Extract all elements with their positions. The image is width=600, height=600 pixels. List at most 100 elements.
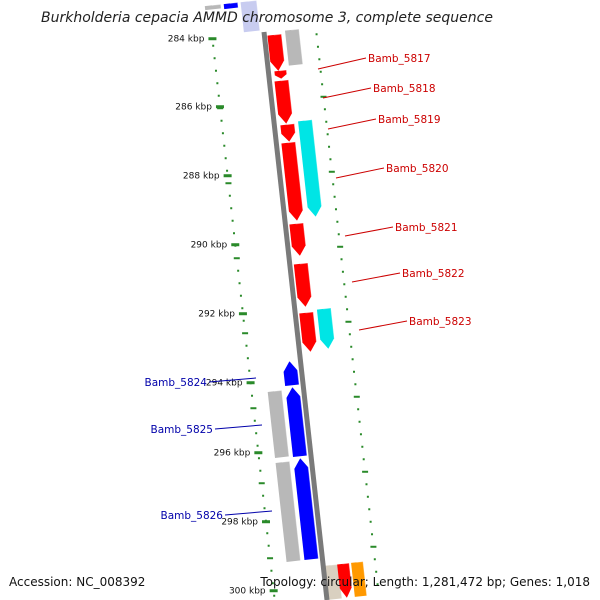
tick-mark bbox=[246, 381, 255, 385]
feature-top-lightblue-shade bbox=[247, 0, 261, 31]
gene-label-plus[interactable]: Bamb_5821 bbox=[395, 222, 458, 234]
tick-dot bbox=[373, 558, 376, 561]
tick-dot bbox=[221, 132, 224, 135]
tick-dot bbox=[359, 433, 362, 436]
tick-dot bbox=[316, 45, 319, 48]
feature-bamb5824 bbox=[283, 359, 300, 386]
feature-bamb5822 bbox=[293, 262, 312, 307]
tick-dot bbox=[271, 582, 274, 585]
tick-dot bbox=[376, 583, 379, 586]
tick-dot bbox=[348, 333, 351, 336]
feature-cyan-upper-shape bbox=[298, 119, 322, 217]
feature-top-blue bbox=[223, 1, 239, 10]
gene-label-plus[interactable]: Bamb_5817 bbox=[368, 53, 431, 65]
tick-dot bbox=[357, 408, 360, 411]
tick-label: 286 kbp bbox=[175, 103, 212, 113]
gene-label-minus[interactable]: Bamb_5825 bbox=[150, 424, 213, 436]
gene-label-leader bbox=[214, 424, 263, 430]
map-title: Burkholderia cepacia AMMD chromosome 3, … bbox=[41, 10, 493, 26]
tick-dot bbox=[341, 270, 344, 273]
tick-dot bbox=[320, 95, 327, 98]
tick-dot bbox=[333, 195, 336, 198]
feature-small-red bbox=[274, 69, 288, 79]
feature-bamb5820-shape bbox=[281, 141, 303, 221]
tick-dot bbox=[343, 283, 346, 286]
tick-dot bbox=[325, 120, 328, 123]
gene-label-leader bbox=[327, 118, 377, 130]
tick-dot bbox=[246, 357, 249, 360]
gene-label-plus[interactable]: Bamb_5820 bbox=[386, 163, 449, 175]
tick-label: 290 kbp bbox=[191, 241, 228, 251]
feature-layer bbox=[204, 0, 368, 600]
tick-mark bbox=[254, 451, 263, 455]
tick-dot bbox=[224, 157, 227, 160]
feature-bamb5820-shade bbox=[287, 141, 304, 211]
backbone-line bbox=[261, 31, 330, 600]
feature-bamb5823 bbox=[299, 311, 317, 352]
tick-dot bbox=[251, 394, 254, 397]
feature-bottom-red-shape bbox=[337, 563, 352, 598]
tick-dot bbox=[228, 194, 231, 197]
tick-label: 298 kbp bbox=[221, 518, 258, 528]
tick-dot bbox=[323, 108, 326, 111]
feature-5825-gray-shade bbox=[273, 389, 290, 457]
feature-bamb5824-shape bbox=[283, 361, 300, 386]
gene-label-plus[interactable]: Bamb_5822 bbox=[402, 268, 465, 280]
gene-label-minus[interactable]: Bamb_5826 bbox=[160, 510, 223, 522]
tick-dot bbox=[337, 233, 340, 236]
tick-dot bbox=[319, 70, 322, 73]
tick-mark bbox=[208, 37, 217, 41]
feature-bottom-red-shade bbox=[342, 562, 353, 588]
feature-bamb5818 bbox=[274, 79, 293, 124]
tick-mark bbox=[231, 243, 240, 247]
tick-dot bbox=[233, 232, 236, 235]
feature-top-gray bbox=[204, 3, 222, 11]
feature-top-blue-shade bbox=[229, 1, 239, 8]
tick-dot bbox=[238, 282, 241, 285]
tick-label: 284 kbp bbox=[168, 35, 205, 45]
backbone-layer bbox=[261, 31, 330, 600]
gene-label-plus[interactable]: Bamb_5823 bbox=[409, 316, 472, 328]
feature-bamb5821 bbox=[289, 222, 307, 256]
tick-dot bbox=[329, 158, 332, 161]
tick-dot bbox=[365, 483, 368, 486]
gene-label-leader bbox=[351, 272, 401, 283]
feature-bamb5825-shape bbox=[286, 387, 307, 457]
tick-dot bbox=[369, 520, 372, 523]
feature-cyan-lower bbox=[316, 307, 335, 349]
tick-dot bbox=[256, 444, 259, 447]
gene-label-plus[interactable]: Bamb_5818 bbox=[373, 83, 436, 95]
feature-top-lightblue bbox=[240, 0, 261, 33]
tick-dot bbox=[237, 269, 240, 272]
tick-dot bbox=[253, 419, 256, 422]
tick-dot bbox=[250, 407, 257, 410]
topology-text: Topology: circular; Length: 1,281,472 bp… bbox=[260, 575, 590, 589]
tick-dot bbox=[346, 308, 349, 311]
feature-5817-gray-shape bbox=[284, 29, 303, 66]
tick-dot bbox=[231, 219, 234, 222]
tick-dot bbox=[351, 358, 354, 361]
feature-5826-gray bbox=[275, 460, 301, 562]
tick-dot bbox=[326, 133, 329, 136]
feature-bottom-gray-shape bbox=[324, 564, 342, 600]
feature-top-lightblue-shape bbox=[240, 0, 260, 33]
tick-dot bbox=[328, 170, 335, 173]
feature-5817-gray bbox=[284, 28, 304, 66]
tick-dot bbox=[226, 169, 229, 172]
feature-bamb5825-shade bbox=[291, 385, 308, 456]
gene-label-plus[interactable]: Bamb_5819 bbox=[378, 114, 441, 126]
gene-label-minus[interactable]: Bamb_5824 bbox=[144, 377, 207, 389]
tick-dot bbox=[353, 395, 360, 398]
feature-bamb5821-shape bbox=[289, 223, 306, 256]
feature-cyan-upper-shade bbox=[304, 119, 323, 206]
tick-dot bbox=[344, 295, 347, 298]
tick-mark bbox=[223, 174, 232, 178]
feature-bamb5820 bbox=[281, 141, 304, 221]
gene-label-leader bbox=[208, 377, 257, 383]
tick-dot bbox=[263, 507, 266, 510]
tick-dot bbox=[368, 508, 371, 511]
feature-5817-gray-shade bbox=[291, 28, 304, 65]
feature-bamb5824-shade bbox=[288, 359, 300, 385]
feature-bottom-orange-shade bbox=[356, 561, 368, 596]
